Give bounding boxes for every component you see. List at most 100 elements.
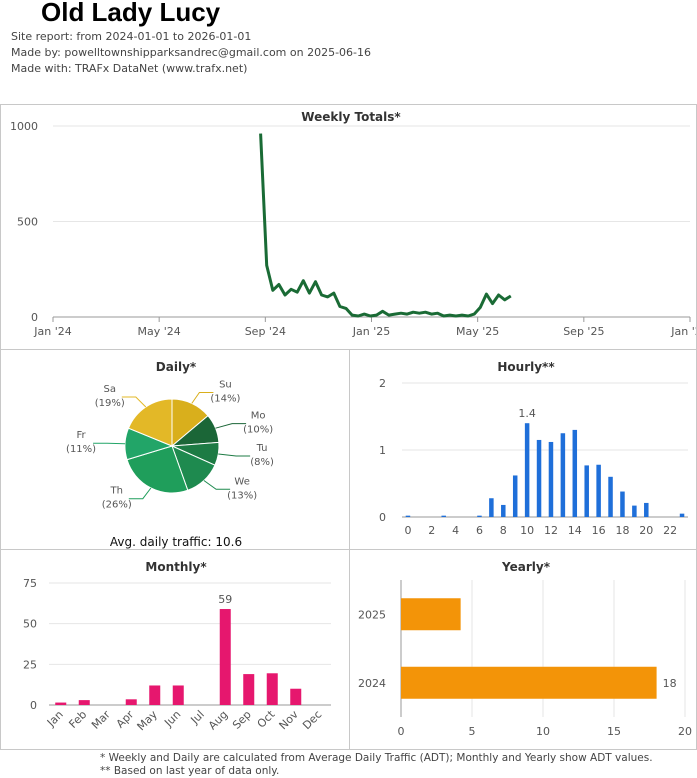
daily-connector — [93, 442, 126, 445]
hourly-x-tick-label: 10 — [520, 524, 534, 537]
monthly-bar — [243, 674, 255, 705]
hourly-bar — [644, 502, 649, 517]
weekly-series-line — [259, 133, 512, 318]
monthly-x-tick-label: Nov — [276, 708, 301, 733]
weekly-x-tick-label: Sep '25 — [563, 325, 604, 338]
monthly-bar — [219, 609, 231, 705]
hourly-x-tick-label: 16 — [592, 524, 606, 537]
yearly-x-tick-label: 10 — [536, 725, 550, 738]
hourly-bar — [608, 476, 613, 517]
monthly-x-tick-label: Sep — [230, 708, 254, 732]
monthly-bar — [125, 699, 137, 705]
daily-connector — [203, 480, 231, 490]
monthly-x-tick-label: Apr — [114, 708, 137, 731]
yearly-y-tick-label: 2025 — [358, 608, 386, 621]
monthly-panel: Monthly* 0 25 50 75 Jan Feb Mar Apr May Jun Jul Aug… — [0, 549, 350, 750]
hourly-x-tick-label: 14 — [568, 524, 582, 537]
monthly-x-tick-label: May — [135, 708, 161, 734]
footnote-2: ** Based on last year of data only. — [100, 765, 280, 777]
weekly-y-tick-label: 1000 — [10, 120, 38, 133]
daily-label-tu: Tu — [256, 443, 268, 454]
monthly-bar — [78, 700, 90, 705]
hourly-y-tick-label: 2 — [379, 377, 386, 390]
yearly-data-label: 18 — [663, 677, 677, 690]
hourly-bar — [512, 475, 518, 517]
weekly-x-tick-label: Jan '25 — [352, 325, 390, 338]
hourly-x-tick-label: 20 — [639, 524, 653, 537]
hourly-bar — [441, 515, 446, 517]
daily-percent-sa: (19%) — [95, 398, 125, 409]
daily-label-su: Su — [219, 380, 232, 391]
hourly-bar — [620, 491, 625, 517]
yearly-bar — [401, 598, 461, 631]
yearly-bar — [401, 666, 657, 699]
daily-label-fr: Fr — [77, 430, 87, 441]
monthly-x-tick-label: Jan — [44, 708, 66, 730]
weekly-y-tick-label: 0 — [31, 311, 38, 324]
weekly-chart: Weekly Totals* 0 500 1000 Jan '24 May '24 Sep… — [10, 110, 697, 338]
daily-label-mo: Mo — [251, 411, 266, 422]
hourly-bar — [477, 515, 482, 517]
hourly-bar — [524, 423, 530, 517]
daily-title: Daily* — [156, 360, 197, 374]
yearly-y-tick-label: 2024 — [358, 677, 386, 690]
weekly-title: Weekly Totals* — [301, 110, 401, 124]
monthly-title: Monthly* — [145, 560, 207, 574]
report-header: Old Lady Lucy Site report: from 2024-01-… — [0, 0, 697, 104]
daily-percent-su: (14%) — [210, 394, 240, 405]
weekly-x-tick-label: May '24 — [138, 325, 181, 338]
monthly-y-tick-label: 75 — [23, 577, 37, 590]
hourly-x-tick-label: 12 — [544, 524, 558, 537]
hourly-x-tick-label: 0 — [404, 524, 411, 537]
footnote-1: * Weekly and Daily are calculated from A… — [100, 752, 653, 764]
footnotes: * Weekly and Daily are calculated from A… — [0, 749, 697, 778]
hourly-panel: Hourly** 0 1 2 0 2 4 6 8 10 12 14 16 18 20 22 1.4 — [349, 349, 697, 550]
hourly-y-tick-label: 0 — [379, 511, 386, 524]
hourly-bar — [536, 439, 542, 517]
hourly-x-tick-label: 4 — [452, 524, 459, 537]
hourly-bar — [560, 433, 566, 517]
weekly-x-tick-label: May '25 — [456, 325, 499, 338]
monthly-y-tick-label: 0 — [30, 699, 37, 712]
weekly-panel: Weekly Totals* 0 500 1000 Jan '24 May '24 Sep… — [0, 104, 697, 350]
daily-label-th: Th — [110, 486, 123, 497]
made-by: Made by: powelltownshipparksandrec@gmail… — [11, 46, 372, 59]
monthly-bar — [55, 702, 67, 705]
hourly-bar — [501, 504, 506, 517]
daily-percent-tu: (8%) — [250, 457, 274, 468]
hourly-x-tick-label: 18 — [615, 524, 629, 537]
daily-connector — [218, 453, 251, 457]
hourly-x-tick-label: 2 — [428, 524, 435, 537]
monthly-bar — [290, 688, 302, 705]
page-title: Old Lady Lucy — [41, 0, 221, 27]
daily-percent-mo: (10%) — [243, 425, 273, 436]
daily-connector — [121, 396, 147, 408]
monthly-x-tick-label: Jun — [161, 708, 183, 730]
weekly-y-tick-label: 500 — [17, 216, 38, 229]
daily-percent-fr: (11%) — [66, 444, 96, 455]
monthly-bar — [266, 673, 278, 705]
monthly-x-tick-label: Feb — [66, 708, 89, 731]
daily-percent-we: (13%) — [227, 490, 257, 501]
hourly-x-tick-label: 22 — [663, 524, 677, 537]
monthly-x-tick-label: Dec — [300, 708, 324, 732]
hourly-bar — [548, 441, 554, 517]
daily-label-sa: Sa — [104, 384, 116, 395]
hourly-bar — [572, 429, 578, 517]
hourly-data-label: 1.4 — [518, 407, 536, 420]
monthly-x-tick-label: Oct — [255, 707, 278, 730]
yearly-chart: Yearly* 0 5 10 15 20 2025 2024 18 — [358, 560, 692, 738]
site-report-range: Site report: from 2024-01-01 to 2026-01-… — [11, 30, 252, 43]
hourly-y-tick-label: 1 — [379, 444, 386, 457]
yearly-x-tick-label: 20 — [678, 725, 692, 738]
daily-connector — [215, 423, 247, 429]
monthly-bar — [172, 685, 184, 705]
yearly-x-tick-label: 5 — [469, 725, 476, 738]
daily-panel: Daily* Avg. daily traffic: 10.6 Su (14%) M… — [0, 349, 350, 550]
daily-percent-th: (26%) — [102, 500, 132, 511]
hourly-bar — [679, 513, 685, 517]
hourly-bar — [632, 505, 637, 517]
hourly-bar — [596, 464, 601, 517]
